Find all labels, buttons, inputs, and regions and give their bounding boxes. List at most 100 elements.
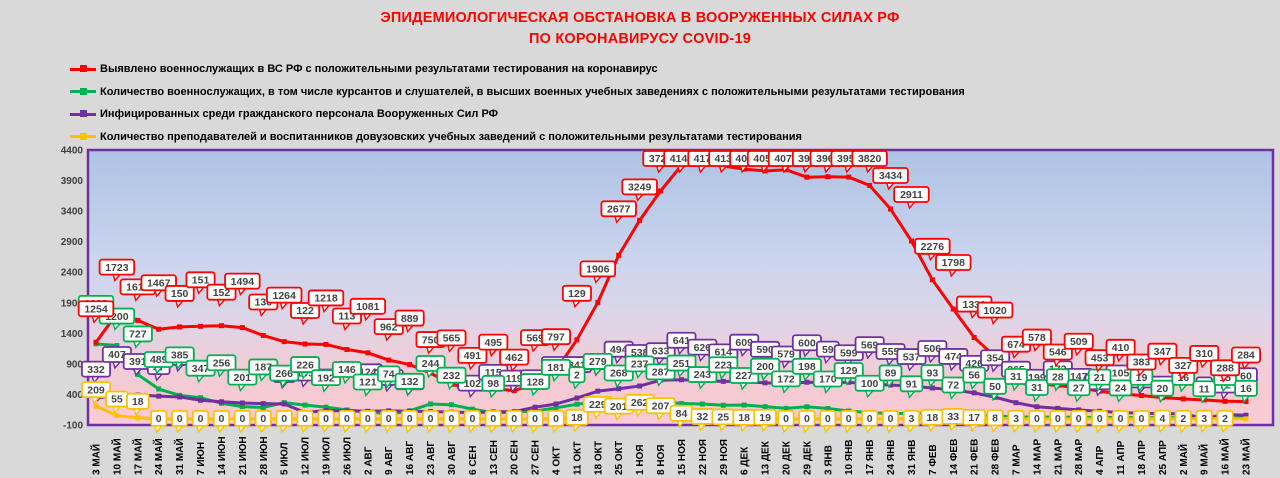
data-label-callout: 122: [290, 302, 321, 326]
svg-text:410: 410: [1112, 342, 1130, 354]
svg-text:0: 0: [825, 413, 831, 425]
data-point-marker: [198, 395, 204, 401]
data-point-marker: [574, 395, 580, 401]
svg-text:0: 0: [783, 413, 789, 425]
data-point-marker: [407, 362, 413, 368]
data-label-callout: 889: [394, 309, 425, 334]
data-label-callout: 3434: [872, 167, 909, 191]
svg-text:28: 28: [1052, 371, 1064, 383]
data-point-marker: [678, 401, 684, 407]
data-label-callout: 209: [81, 381, 112, 405]
data-point-marker: [1138, 392, 1144, 398]
x-axis-label: 29 НОЯ: [719, 439, 730, 475]
data-point-marker: [595, 299, 601, 305]
svg-text:2911: 2911: [900, 189, 923, 201]
svg-text:2: 2: [1180, 413, 1186, 425]
svg-text:56: 56: [968, 370, 980, 382]
data-label-callout: 0: [442, 409, 461, 434]
data-label-callout: 3: [1007, 409, 1025, 434]
data-label-callout: 232: [436, 366, 467, 391]
legend-item-military-schools: Количество военнослужащих, в том числе к…: [70, 81, 965, 104]
svg-text:207: 207: [652, 400, 670, 412]
data-point-marker: [804, 174, 810, 180]
svg-text:105: 105: [1112, 368, 1130, 380]
svg-text:122: 122: [296, 305, 314, 317]
svg-text:150: 150: [171, 288, 189, 300]
data-label-callout: 31: [1025, 379, 1049, 403]
svg-text:198: 198: [798, 361, 816, 373]
data-point-marker: [135, 415, 141, 421]
svg-text:256: 256: [213, 357, 231, 369]
svg-text:0: 0: [490, 413, 496, 425]
data-point-marker: [302, 402, 308, 408]
svg-text:491: 491: [464, 350, 482, 362]
data-label-callout: 578: [1021, 328, 1052, 353]
svg-text:474: 474: [945, 351, 963, 363]
svg-text:287: 287: [652, 367, 670, 379]
svg-text:641: 641: [673, 335, 691, 347]
svg-text:3434: 3434: [879, 170, 903, 182]
svg-text:100: 100: [861, 378, 879, 390]
data-point-marker: [198, 323, 204, 329]
x-axis-label: 10 ЯНВ: [844, 439, 855, 475]
svg-text:18: 18: [738, 412, 750, 424]
data-label-callout: 310: [1189, 345, 1220, 369]
data-label-callout: 462: [499, 348, 530, 373]
x-axis-label: 2 АВГ: [363, 446, 374, 475]
svg-text:20: 20: [1157, 383, 1169, 395]
data-point-marker: [260, 401, 266, 407]
x-axis-label: 2 МАЙ: [1177, 444, 1190, 475]
x-axis-label: 5 ИЮЛ: [280, 443, 291, 475]
data-point-marker: [135, 317, 141, 323]
x-axis-label: 22 НОЯ: [698, 439, 709, 475]
data-point-marker: [595, 388, 601, 394]
svg-text:555: 555: [882, 346, 900, 358]
data-label-callout: 0: [191, 409, 210, 434]
data-label-callout: 0: [463, 409, 481, 434]
svg-text:1906: 1906: [586, 264, 610, 276]
x-axis-label: 7 МАР: [1012, 444, 1023, 475]
x-axis-label: 13 ДЕК: [761, 440, 772, 475]
svg-text:2: 2: [1222, 413, 1228, 425]
data-label-callout: 11: [1192, 380, 1216, 404]
y-axis-label: -100: [63, 421, 83, 432]
data-point-marker: [1243, 399, 1249, 405]
x-axis-label: 28 МАР: [1074, 439, 1085, 475]
data-label-callout: 2276: [914, 237, 951, 262]
data-point-marker: [825, 174, 831, 180]
x-axis-label: 11 ОКТ: [572, 441, 583, 475]
svg-text:0: 0: [449, 413, 455, 425]
data-point-marker: [908, 238, 914, 244]
svg-text:385: 385: [171, 350, 189, 362]
legend-marker-yellow-icon: [70, 132, 96, 140]
svg-text:284: 284: [1237, 350, 1255, 362]
data-label-callout: 121: [352, 373, 383, 397]
svg-text:546: 546: [1049, 347, 1067, 359]
x-axis-label: 12 ИЮЛ: [301, 437, 312, 475]
svg-text:132: 132: [401, 376, 419, 388]
svg-text:84: 84: [676, 408, 688, 420]
data-point-marker: [344, 347, 350, 353]
svg-text:347: 347: [1154, 346, 1172, 358]
data-label-callout: 33: [941, 407, 966, 432]
data-point-marker: [218, 399, 224, 405]
data-label-callout: 0: [1111, 409, 1130, 434]
svg-text:74: 74: [383, 369, 395, 381]
data-point-marker: [156, 326, 162, 332]
svg-text:494: 494: [610, 344, 628, 356]
svg-text:11: 11: [1199, 383, 1210, 395]
svg-text:181: 181: [547, 362, 565, 374]
data-label-callout: 288: [1210, 359, 1241, 383]
svg-text:453: 453: [1091, 352, 1109, 364]
data-point-marker: [532, 404, 538, 410]
data-label-callout: 0: [840, 409, 858, 434]
svg-text:0: 0: [469, 413, 475, 425]
data-label-callout: 8: [986, 409, 1004, 433]
data-point-marker: [114, 343, 120, 349]
data-point-marker: [93, 339, 99, 345]
y-axis-label: 2900: [61, 237, 84, 248]
data-label-callout: 24: [1108, 379, 1133, 403]
x-axis-label: 27 СЕН: [531, 440, 542, 475]
x-axis-label: 26 ИЮЛ: [342, 437, 353, 475]
